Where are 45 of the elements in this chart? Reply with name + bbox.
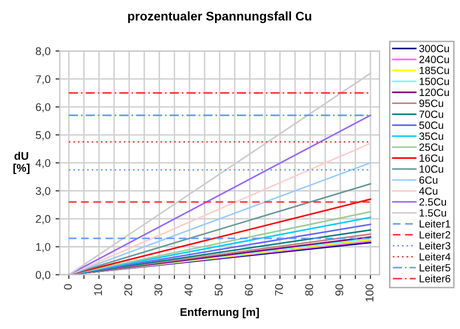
x-tick-label: 70: [275, 284, 283, 296]
y-tick-label: 5,0: [36, 131, 50, 140]
x-tick-label: 90: [335, 284, 344, 296]
x-tick-label: 20: [124, 284, 132, 296]
legend-label: 1.5Cu: [420, 209, 446, 217]
chart-title: prozentualer Spannungsfall Cu: [128, 11, 312, 24]
y-tick-label: 2,0: [36, 215, 50, 224]
legend-label: 16Cu: [420, 154, 444, 162]
x-axis-title: Entfernung [m]: [180, 308, 259, 318]
legend-label: 185Cu: [420, 66, 449, 74]
y-tick-label: 6,0: [36, 103, 50, 112]
x-tick-label: 40: [184, 284, 192, 296]
legend-label: Leiter4: [420, 252, 450, 260]
legend-label: 10Cu: [420, 165, 444, 173]
y-tick-label: 3,0: [36, 187, 50, 196]
legend-label: 150Cu: [420, 78, 449, 86]
legend-label: 70Cu: [419, 110, 444, 118]
x-tick-label: 80: [305, 284, 314, 296]
y-tick-label: 0,0: [36, 270, 50, 280]
legend-label: 6Cu: [419, 176, 438, 184]
y-tick-label: 8,0: [36, 47, 50, 56]
x-tick-label: 60: [244, 284, 253, 296]
x-tick-label: 30: [154, 284, 162, 296]
y-tick-label: 4,0: [36, 159, 50, 168]
legend-label: 35Cu: [419, 132, 444, 140]
legend-label: Leiter3: [420, 242, 450, 250]
y-axis-title: dU [%]: [13, 152, 30, 174]
x-tick-label: 100: [366, 284, 374, 302]
x-tick-label: 10: [94, 284, 102, 296]
y-tick-label: 1,0: [36, 243, 50, 252]
legend-label: 240Cu: [419, 56, 449, 64]
legend-label: 4Cu: [419, 187, 438, 195]
legend-label: Leiter6: [420, 274, 450, 282]
y-tick-label: 7,0: [36, 75, 50, 84]
legend-label: 50Cu: [419, 122, 444, 129]
legend-label: Leiter2: [420, 230, 450, 239]
legend-label: 25Cu: [419, 143, 444, 151]
legend-label: 120Cu: [420, 88, 449, 96]
legend-label: 95Cu: [419, 100, 444, 108]
legend-label: 2.5Cu: [419, 198, 446, 206]
legend-label: Leiter5: [420, 264, 450, 272]
legend-label: Leiter1: [420, 220, 450, 228]
x-tick-label: 0: [64, 284, 72, 290]
legend-label: 300Cu: [419, 44, 449, 52]
x-tick-label: 50: [214, 284, 223, 296]
